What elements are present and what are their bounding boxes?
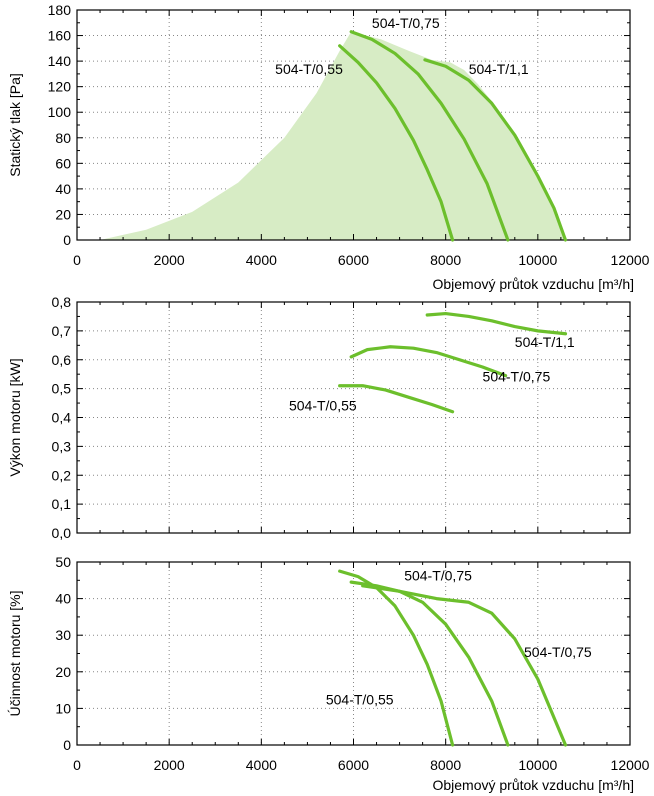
x-tick-label: 12000 [611, 757, 650, 773]
x-tick-label: 2000 [154, 252, 185, 268]
y-axis-label: Účinnost motoru [%] [7, 590, 23, 716]
y-tick-label: 0,8 [52, 294, 72, 310]
x-tick-label: 0 [73, 757, 81, 773]
y-tick-label: 30 [55, 627, 71, 643]
y-tick-label: 60 [55, 155, 71, 171]
y-axis-label: Výkon motoru [kW] [7, 358, 23, 476]
y-tick-label: 100 [48, 104, 72, 120]
y-tick-label: 10 [55, 700, 71, 716]
series-line [361, 584, 568, 747]
x-tick-label: 6000 [338, 252, 369, 268]
y-tick-label: 0,6 [52, 352, 72, 368]
series-annotation: 504-T/0,75 [483, 368, 551, 384]
y-tick-label: 0,2 [52, 467, 72, 483]
y-tick-label: 20 [55, 206, 71, 222]
series-line [338, 384, 455, 414]
y-tick-label: 40 [55, 181, 71, 197]
y-tick-label: 160 [48, 28, 72, 44]
y-tick-label: 140 [48, 53, 72, 69]
x-tick-label: 12000 [611, 252, 650, 268]
series-line [338, 569, 455, 747]
x-tick-label: 0 [73, 252, 81, 268]
series-line [349, 30, 510, 242]
y-tick-label: 0,3 [52, 438, 72, 454]
series-line [349, 580, 510, 747]
y-tick-label: 180 [48, 2, 72, 18]
y-tick-label: 50 [55, 554, 71, 570]
x-tick-label: 8000 [430, 757, 461, 773]
y-axis-label: Statický tlak [Pa] [7, 73, 23, 176]
y-tick-label: 0 [63, 737, 71, 753]
series-annotation: 504-T/1,1 [515, 334, 575, 350]
series-line [425, 311, 568, 336]
series-annotation: 504-T/0,55 [289, 397, 357, 413]
x-axis-label: Objemový průtok vzduchu [m³/h] [432, 777, 634, 793]
y-tick-label: 0 [63, 232, 71, 248]
x-tick-label: 10000 [518, 252, 557, 268]
series-line [338, 44, 455, 242]
y-tick-label: 120 [48, 79, 72, 95]
y-tick-label: 0,4 [52, 410, 72, 426]
series-line [349, 345, 508, 378]
x-tick-label: 4000 [246, 757, 277, 773]
series-annotation: 504-T/0,75 [404, 567, 472, 583]
x-tick-label: 8000 [430, 252, 461, 268]
y-tick-label: 80 [55, 130, 71, 146]
x-tick-label: 4000 [246, 252, 277, 268]
x-tick-label: 6000 [338, 757, 369, 773]
operating-area [100, 31, 566, 240]
series-annotation: 504-T/0,75 [524, 644, 592, 660]
x-tick-label: 2000 [154, 757, 185, 773]
series-annotation: 504-T/0,55 [275, 61, 343, 77]
series-annotation: 504-T/1,1 [469, 61, 529, 77]
y-tick-label: 20 [55, 664, 71, 680]
series-annotation: 504-T/0,55 [326, 692, 394, 708]
y-tick-label: 0,0 [52, 525, 72, 541]
y-tick-label: 0,5 [52, 381, 72, 397]
x-tick-label: 10000 [518, 757, 557, 773]
series-annotation: 504-T/0,75 [372, 15, 440, 31]
y-tick-label: 0,7 [52, 323, 72, 339]
y-tick-label: 40 [55, 591, 71, 607]
x-axis-label: Objemový průtok vzduchu [m³/h] [432, 276, 634, 292]
y-tick-label: 0,1 [52, 496, 72, 512]
series-line [423, 58, 568, 242]
